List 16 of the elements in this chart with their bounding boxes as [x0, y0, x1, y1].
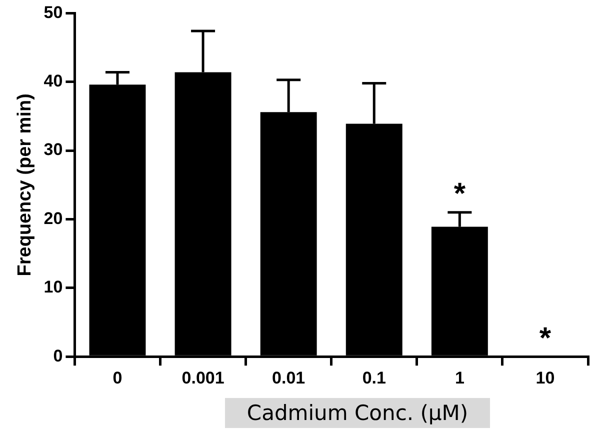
y-tick-label: 30 [44, 140, 63, 160]
y-tick-label: 10 [44, 278, 63, 297]
x-tick-label: 10 [536, 368, 555, 388]
x-tick-label: 0.001 [182, 368, 224, 388]
y-axis-title: Frequency (per min) [14, 94, 36, 276]
x-tick-label: 1 [454, 368, 464, 388]
y-tick-label: 50 [44, 2, 63, 22]
annotation: * [454, 178, 466, 211]
x-axis-title: Cadmium Conc. (µM) [225, 398, 490, 428]
x-tick-label: 0 [112, 368, 122, 388]
x-tick-label: 0.01 [272, 368, 306, 388]
y-tick-label: 40 [44, 72, 63, 91]
y-tick-label: 0 [53, 346, 63, 366]
annotation: * [539, 322, 552, 355]
y-tick-label: 20 [44, 208, 63, 228]
x-tick-label: 0.1 [362, 368, 386, 388]
